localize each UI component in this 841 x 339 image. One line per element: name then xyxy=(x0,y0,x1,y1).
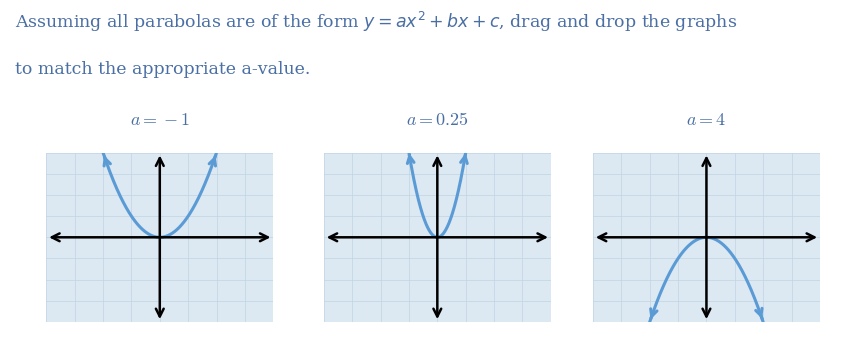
Text: to match the appropriate a-value.: to match the appropriate a-value. xyxy=(15,61,310,78)
Text: Assuming all parabolas are of the form $y = ax^2 + bx + c$, drag and drop the gr: Assuming all parabolas are of the form $… xyxy=(15,10,738,34)
Text: $a = 0.25$: $a = 0.25$ xyxy=(406,111,468,129)
Text: $a = 4$: $a = 4$ xyxy=(686,111,727,129)
Text: $a = -1$: $a = -1$ xyxy=(130,111,190,129)
